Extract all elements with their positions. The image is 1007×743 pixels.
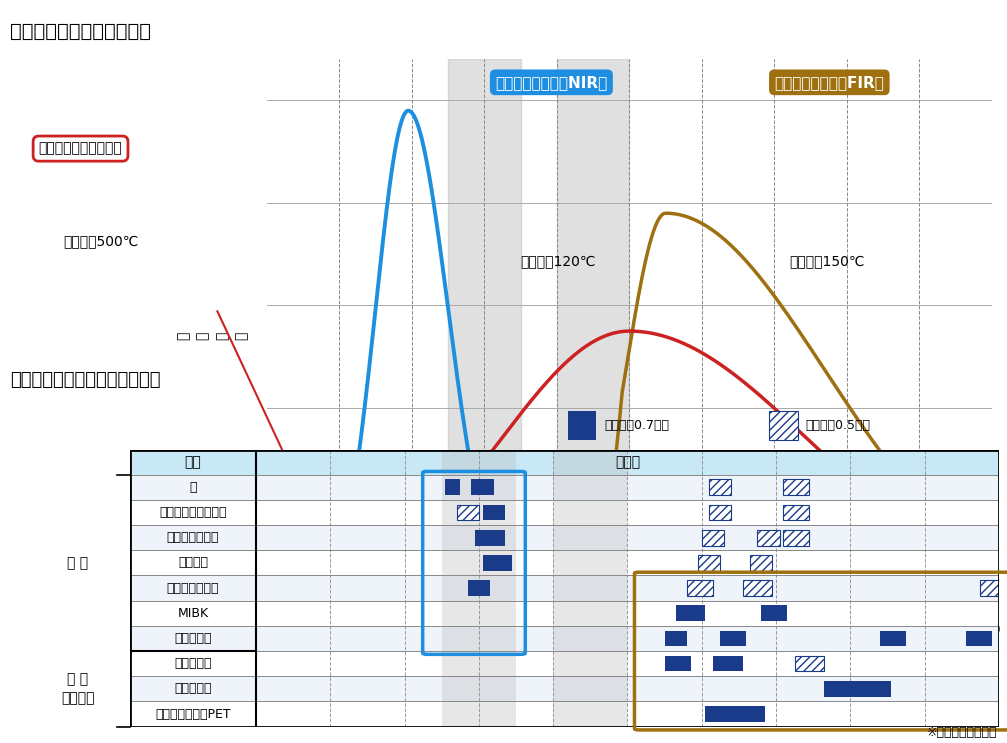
Bar (130, 651, 999, 676)
Bar (130, 500, 999, 525)
Bar (130, 450, 999, 475)
Text: 工業用材料の吸収波長帯の一例: 工業用材料の吸収波長帯の一例 (10, 372, 160, 389)
Text: 表面温度500℃: 表面温度500℃ (63, 234, 138, 248)
Text: MIBK: MIBK (177, 607, 208, 620)
Bar (130, 676, 999, 701)
Bar (687, 580, 713, 596)
Text: 波長制御ヒーターFIR型: 波長制御ヒーターFIR型 (774, 75, 884, 90)
Bar (448, 59, 521, 613)
Text: 吸収率が0.7以上: 吸収率が0.7以上 (604, 419, 670, 432)
Text: ヒーターの放射スペクトル: ヒーターの放射スペクトル (10, 22, 151, 42)
Text: 表面温度150℃: 表面温度150℃ (788, 254, 864, 268)
Text: ※同投入電力で比較: ※同投入電力で比較 (926, 727, 997, 739)
Bar (665, 631, 687, 646)
Text: 吸収率が0.5以上: 吸収率が0.5以上 (806, 419, 871, 432)
Bar (456, 504, 478, 520)
Bar (709, 479, 731, 495)
Bar (698, 555, 720, 571)
Bar (742, 580, 772, 596)
Bar (130, 600, 999, 626)
Bar (130, 525, 999, 551)
Bar (713, 656, 742, 672)
Text: ポリイミド: ポリイミド (174, 657, 211, 670)
Bar (130, 701, 999, 727)
Bar (482, 504, 505, 520)
Bar (825, 681, 891, 697)
Bar (783, 530, 810, 545)
Bar (442, 450, 516, 727)
Text: ポリアミック酸: ポリアミック酸 (166, 531, 220, 544)
Bar (981, 580, 1003, 596)
Bar (702, 530, 724, 545)
Text: フッ素樹脂: フッ素樹脂 (174, 682, 211, 695)
Text: 従来遠赤外線ヒーター: 従来遠赤外線ヒーター (38, 142, 123, 155)
Bar (769, 411, 798, 440)
Bar (130, 626, 999, 651)
Text: 放
射
強
度: 放 射 強 度 (176, 332, 249, 340)
Bar (467, 580, 490, 596)
Bar (665, 656, 691, 672)
X-axis label: 波長（μm）: 波長（μm） (599, 642, 660, 658)
Bar (676, 606, 706, 621)
Bar (783, 479, 810, 495)
Bar (783, 504, 810, 520)
Text: 波長制御ヒーターNIR型: 波長制御ヒーターNIR型 (495, 75, 607, 90)
Bar (557, 59, 629, 613)
Bar (482, 555, 513, 571)
Text: 吸収率: 吸収率 (615, 455, 640, 469)
Text: 酢酸エチル: 酢酸エチル (174, 632, 211, 645)
Text: アラミド繊維、PET: アラミド繊維、PET (155, 707, 231, 721)
Bar (709, 504, 731, 520)
Bar (130, 551, 999, 576)
Bar (475, 530, 505, 545)
Bar (706, 707, 765, 722)
Bar (750, 555, 772, 571)
Bar (471, 479, 493, 495)
Text: 材料: 材料 (184, 455, 201, 469)
Bar (757, 530, 779, 545)
Text: 水: 水 (189, 481, 196, 494)
Bar (795, 656, 825, 672)
Bar (966, 631, 992, 646)
Text: フェノキシトルエン: フェノキシトルエン (159, 506, 227, 519)
Text: 表面温度120℃: 表面温度120℃ (521, 254, 596, 268)
Text: テルピネオール: テルピネオール (166, 582, 220, 594)
Bar (553, 450, 627, 727)
Bar (568, 411, 596, 440)
Bar (761, 606, 787, 621)
Bar (720, 631, 746, 646)
Text: 樹 脂
ポリマー: 樹 脂 ポリマー (61, 672, 95, 705)
Bar (130, 475, 999, 500)
Bar (880, 631, 906, 646)
Bar (130, 576, 999, 600)
Text: 溶 媒: 溶 媒 (67, 556, 89, 570)
Text: トルエン: トルエン (178, 557, 207, 569)
Bar (445, 479, 460, 495)
